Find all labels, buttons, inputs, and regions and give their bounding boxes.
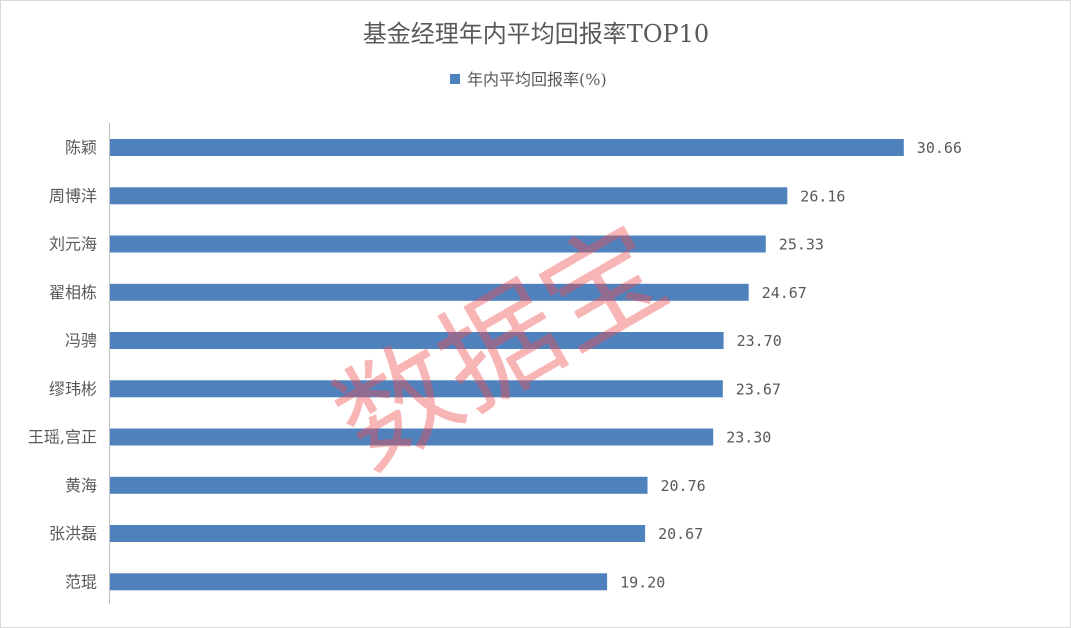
legend: 年内平均回报率(%)	[450, 70, 607, 89]
category-label: 缪玮彬	[49, 379, 97, 398]
bar	[110, 380, 723, 398]
category-label: 周博洋	[49, 186, 97, 205]
data-label: 30.66	[917, 139, 962, 157]
data-label: 25.33	[779, 236, 824, 254]
data-label: 24.67	[762, 284, 807, 302]
category-label: 王瑶,宫正	[28, 428, 97, 447]
chart-title: 基金经理年内平均回报率TOP10	[363, 20, 709, 48]
category-label: 陈颖	[65, 138, 97, 157]
value-labels: 30.66 26.16 25.33 24.67 23.70 23.67 23.30 20.76…	[620, 139, 962, 591]
bar	[110, 428, 714, 446]
data-label: 23.70	[737, 332, 782, 350]
data-label: 23.30	[726, 429, 771, 447]
bar-series	[110, 139, 904, 591]
data-label: 20.76	[661, 477, 706, 495]
bar	[110, 332, 724, 349]
data-label: 23.67	[736, 380, 781, 398]
data-label: 26.16	[800, 187, 845, 205]
data-label: 19.20	[620, 573, 665, 591]
category-label: 翟相栋	[49, 283, 97, 302]
bar	[110, 525, 646, 542]
legend-label: 年内平均回报率(%)	[467, 70, 607, 89]
bar	[110, 573, 608, 591]
category-label: 刘元海	[49, 235, 97, 254]
bar	[110, 476, 648, 494]
category-label: 张洪磊	[49, 524, 97, 543]
category-label: 黄海	[65, 476, 97, 495]
data-label: 20.67	[658, 525, 703, 543]
bar	[110, 283, 749, 301]
category-label: 范琨	[65, 572, 97, 591]
category-label: 冯骋	[65, 331, 97, 350]
bar	[110, 187, 788, 205]
legend-swatch	[450, 74, 460, 84]
bar	[110, 235, 766, 253]
bar	[110, 139, 904, 156]
